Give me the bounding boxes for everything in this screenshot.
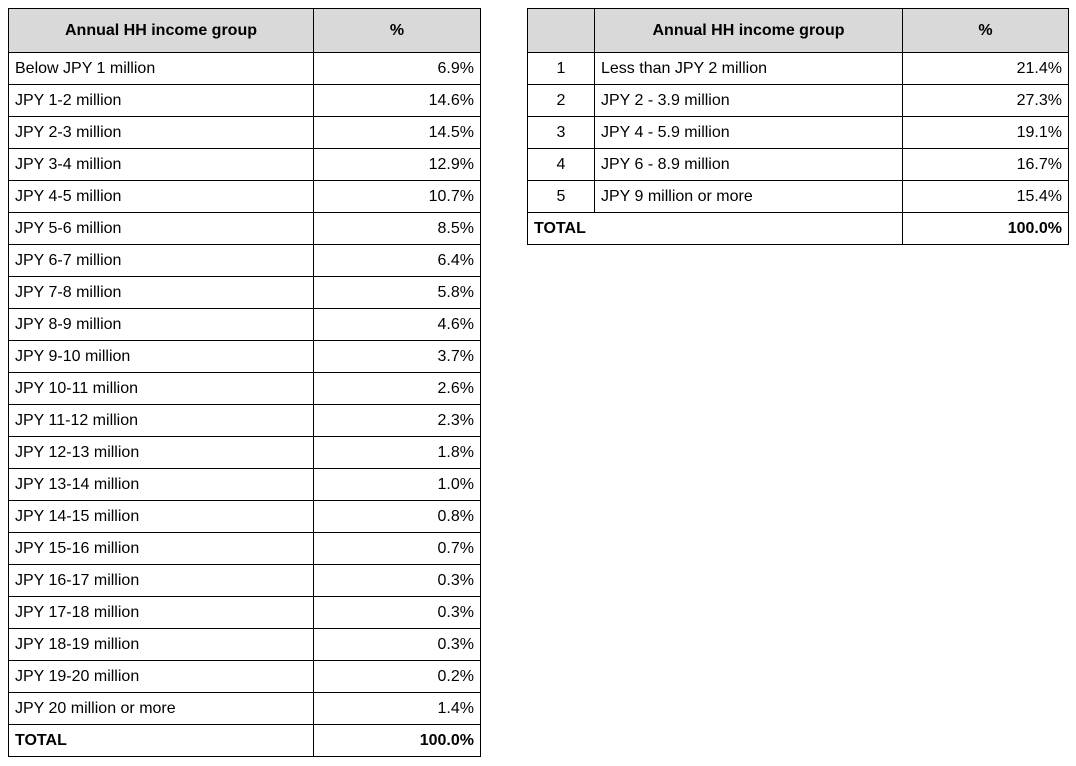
percent-cell[interactable]: 0.7% [313,532,481,565]
income-group-cell[interactable]: Less than JPY 2 million [594,52,903,85]
income-group-cell[interactable]: JPY 12-13 million [8,436,314,469]
percent-cell[interactable]: 2.6% [313,372,481,405]
income-group-cell[interactable]: JPY 2-3 million [8,116,314,149]
income-group-cell[interactable]: JPY 14-15 million [8,500,314,533]
percent-cell[interactable]: 0.3% [313,628,481,661]
income-group-cell[interactable]: Below JPY 1 million [8,52,314,85]
group-number-cell[interactable]: 5 [527,180,595,213]
table-row: 5 JPY 9 million or more 15.4% [527,180,1069,213]
percent-cell[interactable]: 1.8% [313,436,481,469]
detailed-total-row: TOTAL 100.0% [8,724,481,757]
percent-cell[interactable]: 4.6% [313,308,481,341]
income-group-cell[interactable]: JPY 6 - 8.9 million [594,148,903,181]
detailed-table-header-row: Annual HH income group % [8,8,481,53]
percent-cell[interactable]: 0.2% [313,660,481,693]
table-row: JPY 17-18 million 0.3% [8,596,481,629]
group-number-cell[interactable]: 2 [527,84,595,117]
percent-cell[interactable]: 1.0% [313,468,481,501]
group-number-cell[interactable]: 4 [527,148,595,181]
income-group-cell[interactable]: JPY 4 - 5.9 million [594,116,903,149]
table-row: JPY 9-10 million 3.7% [8,340,481,373]
percent-cell[interactable]: 0.3% [313,596,481,629]
income-group-cell[interactable]: JPY 7-8 million [8,276,314,309]
grouped-total-label-cell[interactable]: TOTAL [527,212,903,245]
income-group-cell[interactable]: JPY 20 million or more [8,692,314,725]
income-group-cell[interactable]: JPY 1-2 million [8,84,314,117]
grouped-header-spacer [527,8,595,53]
grouped-header-percent[interactable]: % [902,8,1069,53]
grouped-total-row: TOTAL 100.0% [527,212,1069,245]
table-row: JPY 16-17 million 0.3% [8,564,481,597]
percent-cell[interactable]: 16.7% [902,148,1069,181]
percent-cell[interactable]: 3.7% [313,340,481,373]
detailed-total-value-cell[interactable]: 100.0% [313,724,481,757]
percent-cell[interactable]: 5.8% [313,276,481,309]
table-row: 1 Less than JPY 2 million 21.4% [527,52,1069,85]
income-group-cell[interactable]: JPY 5-6 million [8,212,314,245]
table-row: JPY 3-4 million 12.9% [8,148,481,181]
grouped-header-income-group[interactable]: Annual HH income group [594,8,903,53]
table-row: JPY 14-15 million 0.8% [8,500,481,533]
table-row: JPY 10-11 million 2.6% [8,372,481,405]
income-group-cell[interactable]: JPY 13-14 million [8,468,314,501]
detailed-income-table: Annual HH income group % Below JPY 1 mil… [8,8,481,757]
income-group-cell[interactable]: JPY 17-18 million [8,596,314,629]
percent-cell[interactable]: 6.9% [313,52,481,85]
table-row: JPY 7-8 million 5.8% [8,276,481,309]
income-group-cell[interactable]: JPY 8-9 million [8,308,314,341]
income-group-cell[interactable]: JPY 11-12 million [8,404,314,437]
table-row: JPY 15-16 million 0.7% [8,532,481,565]
grouped-table-header-row: Annual HH income group % [527,8,1069,53]
grouped-income-table: Annual HH income group % 1 Less than JPY… [527,8,1069,245]
percent-cell[interactable]: 8.5% [313,212,481,245]
table-row: JPY 13-14 million 1.0% [8,468,481,501]
income-group-cell[interactable]: JPY 4-5 million [8,180,314,213]
income-group-cell[interactable]: JPY 2 - 3.9 million [594,84,903,117]
table-row: JPY 18-19 million 0.3% [8,628,481,661]
table-row: JPY 12-13 million 1.8% [8,436,481,469]
percent-cell[interactable]: 15.4% [902,180,1069,213]
percent-cell[interactable]: 27.3% [902,84,1069,117]
table-row: 2 JPY 2 - 3.9 million 27.3% [527,84,1069,117]
income-group-cell[interactable]: JPY 6-7 million [8,244,314,277]
income-group-cell[interactable]: JPY 19-20 million [8,660,314,693]
income-group-cell[interactable]: JPY 3-4 million [8,148,314,181]
table-row: Below JPY 1 million 6.9% [8,52,481,85]
percent-cell[interactable]: 1.4% [313,692,481,725]
detailed-total-label-cell[interactable]: TOTAL [8,724,314,757]
group-number-cell[interactable]: 1 [527,52,595,85]
income-group-cell[interactable]: JPY 10-11 million [8,372,314,405]
percent-cell[interactable]: 2.3% [313,404,481,437]
income-group-cell[interactable]: JPY 15-16 million [8,532,314,565]
table-row: 3 JPY 4 - 5.9 million 19.1% [527,116,1069,149]
table-row: JPY 4-5 million 10.7% [8,180,481,213]
table-row: JPY 1-2 million 14.6% [8,84,481,117]
table-row: JPY 11-12 million 2.3% [8,404,481,437]
percent-cell[interactable]: 19.1% [902,116,1069,149]
table-row: 4 JPY 6 - 8.9 million 16.7% [527,148,1069,181]
table-row: JPY 5-6 million 8.5% [8,212,481,245]
percent-cell[interactable]: 14.6% [313,84,481,117]
percent-cell[interactable]: 21.4% [902,52,1069,85]
grouped-total-value-cell[interactable]: 100.0% [902,212,1069,245]
table-row: JPY 8-9 million 4.6% [8,308,481,341]
income-group-cell[interactable]: JPY 9 million or more [594,180,903,213]
income-group-cell[interactable]: JPY 16-17 million [8,564,314,597]
income-group-cell[interactable]: JPY 9-10 million [8,340,314,373]
table-row: JPY 19-20 million 0.2% [8,660,481,693]
percent-cell[interactable]: 14.5% [313,116,481,149]
percent-cell[interactable]: 6.4% [313,244,481,277]
table-row: JPY 6-7 million 6.4% [8,244,481,277]
income-group-cell[interactable]: JPY 18-19 million [8,628,314,661]
group-number-cell[interactable]: 3 [527,116,595,149]
percent-cell[interactable]: 0.3% [313,564,481,597]
detailed-header-percent[interactable]: % [313,8,481,53]
detailed-header-income-group[interactable]: Annual HH income group [8,8,314,53]
table-row: JPY 2-3 million 14.5% [8,116,481,149]
percent-cell[interactable]: 12.9% [313,148,481,181]
percent-cell[interactable]: 10.7% [313,180,481,213]
percent-cell[interactable]: 0.8% [313,500,481,533]
table-row: JPY 20 million or more 1.4% [8,692,481,725]
